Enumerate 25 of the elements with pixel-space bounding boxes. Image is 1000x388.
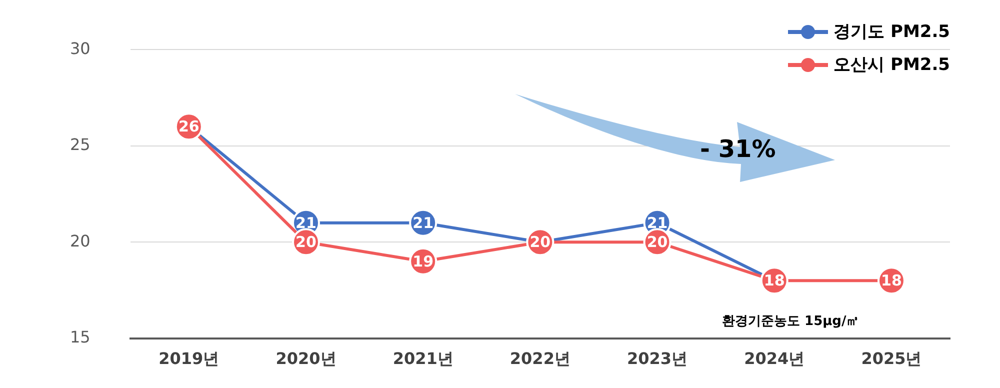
y-tick-label: 15 [70,328,90,347]
x-tick-label: 2021년 [392,349,454,368]
y-tick-label: 25 [70,135,90,154]
annotation: - 31% [700,135,776,163]
legend-label: 오산시 PM2.5 [834,54,950,76]
legend-label: 경기도 PM2.5 [834,21,950,43]
data-label: 18 [764,272,785,290]
y-tick-label: 20 [70,231,90,250]
x-tick-label: 2024년 [744,349,805,368]
x-tick-label: 2025년 [861,349,922,368]
data-label: 26 [178,118,200,136]
data-label: 20 [530,233,551,252]
data-label: 18 [881,272,902,290]
annotation: 환경기준농도 15μg/㎥ [722,313,860,330]
data-label: 20 [646,233,668,252]
data-label: 21 [296,214,316,232]
x-tick-label: 2023년 [627,349,688,368]
y-tick-label: 30 [70,38,90,58]
data-label: 21 [646,214,668,232]
data-label: 20 [296,233,316,252]
x-tick-label: 2019년 [158,349,220,368]
data-label: 19 [412,252,434,270]
x-tick-label: 2020년 [276,349,336,368]
data-label: 21 [412,214,434,232]
x-tick-label: 2022년 [510,349,570,368]
